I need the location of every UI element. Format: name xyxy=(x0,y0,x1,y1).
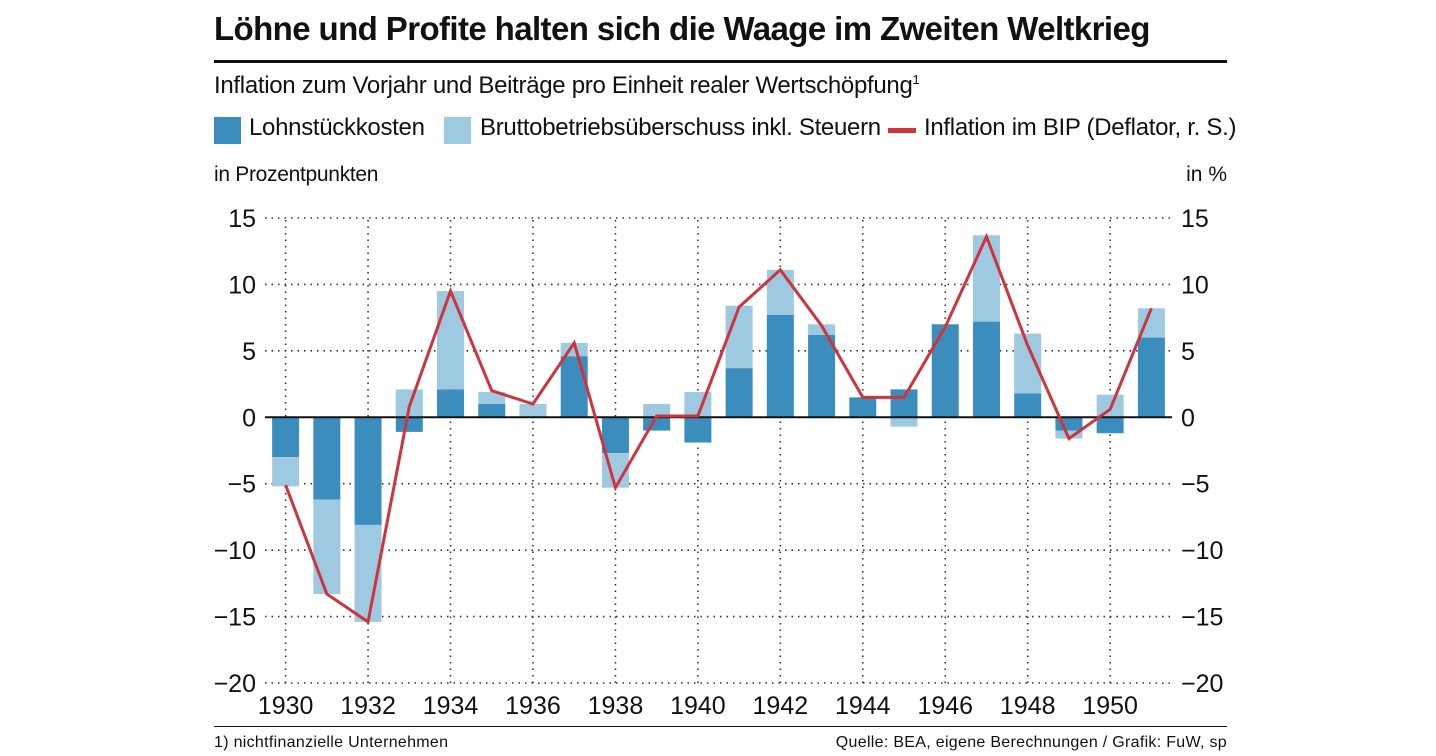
bar-surplus xyxy=(890,417,918,427)
x-tick-label: 1938 xyxy=(588,692,644,720)
y-tick-label-left: 15 xyxy=(228,205,256,233)
bar-labor xyxy=(437,389,465,418)
bar-surplus xyxy=(643,404,671,418)
bar-labor xyxy=(313,417,341,500)
footer-rule xyxy=(214,726,1227,727)
line-inflation xyxy=(284,232,1153,625)
subtitle-footnote-mark: 1 xyxy=(912,72,920,87)
bar-surplus xyxy=(808,324,836,335)
bar-labor xyxy=(601,417,629,454)
x-tick-label: 1930 xyxy=(258,692,314,720)
left-axis-unit: in Prozentpunkten xyxy=(214,163,379,186)
chart-subtitle: Inflation zum Vorjahr und Beiträge pro E… xyxy=(214,72,920,100)
y-tick-label-left: −10 xyxy=(214,537,256,565)
bar-labor xyxy=(766,314,794,418)
bar-labor xyxy=(849,397,877,418)
y-tick-label-left: 5 xyxy=(242,338,256,366)
legend-label-surplus: Bruttobetriebsüberschuss inkl. Steuern xyxy=(480,114,881,141)
x-tick-label: 1946 xyxy=(917,692,973,720)
bar-surplus xyxy=(478,392,506,404)
bar-surplus xyxy=(313,499,341,594)
bar-labor xyxy=(354,417,382,525)
bar-surplus xyxy=(725,305,753,369)
x-tick-label: 1948 xyxy=(1000,692,1056,720)
y-tick-label-right: 10 xyxy=(1181,271,1209,299)
x-tick-label: 1940 xyxy=(670,692,726,720)
bar-surplus xyxy=(972,235,1000,322)
bar-labor xyxy=(931,324,959,418)
bar-labor xyxy=(643,417,671,431)
bar-labor xyxy=(1014,393,1042,418)
subtitle-text: Inflation zum Vorjahr und Beiträge pro E… xyxy=(214,72,913,99)
y-tick-label-right: −5 xyxy=(1181,471,1210,499)
y-tick-label-left: −20 xyxy=(214,670,256,698)
bar-surplus xyxy=(272,457,300,487)
y-tick-label-right: −15 xyxy=(1181,604,1223,632)
bar-surplus xyxy=(1055,430,1083,439)
x-tick-label: 1934 xyxy=(423,692,479,720)
bar-labor xyxy=(972,321,1000,418)
y-tick-label-left: 0 xyxy=(242,404,256,432)
x-tick-label: 1950 xyxy=(1082,692,1138,720)
y-tick-label-right: 5 xyxy=(1181,338,1195,366)
x-tick-label: 1942 xyxy=(753,692,809,720)
y-tick-label-right: 0 xyxy=(1181,404,1195,432)
x-tick-label: 1932 xyxy=(340,692,396,720)
y-tick-label-right: 15 xyxy=(1181,205,1209,233)
bar-labor xyxy=(725,368,753,418)
bar-labor xyxy=(808,334,836,418)
legend-line-inflation xyxy=(888,128,916,133)
y-tick-label-left: −5 xyxy=(227,471,256,499)
title-rule xyxy=(214,60,1227,63)
bar-surplus xyxy=(437,291,465,390)
legend-swatch-labor xyxy=(214,117,241,144)
bar-labor xyxy=(684,417,712,443)
y-tick-label-right: −20 xyxy=(1181,670,1223,698)
bar-labor xyxy=(890,389,918,418)
legend-swatch-surplus xyxy=(444,117,471,144)
legend-label-inflation: Inflation im BIP (Deflator, r. S.) xyxy=(924,114,1237,141)
legend-label-labor: Lohnstückkosten xyxy=(249,114,425,141)
right-axis-unit: in % xyxy=(1186,163,1227,186)
y-tick-label-left: −15 xyxy=(214,604,256,632)
bar-labor xyxy=(272,417,300,458)
x-tick-label: 1936 xyxy=(505,692,561,720)
y-tick-label-left: 10 xyxy=(228,271,256,299)
bar-labor xyxy=(560,356,588,418)
y-tick-label-right: −10 xyxy=(1181,537,1223,565)
chart-title: Löhne und Profite halten sich die Waage … xyxy=(214,10,1150,47)
bar-labor xyxy=(478,404,506,418)
footnote: 1) nichtfinanzielle Unternehmen xyxy=(214,734,449,751)
bar-surplus xyxy=(519,404,547,418)
source-credit: Quelle: BEA, eigene Berechnungen / Grafi… xyxy=(835,734,1227,751)
bar-labor xyxy=(1137,337,1165,418)
x-tick-label: 1944 xyxy=(835,692,891,720)
bar-labor xyxy=(1096,417,1124,434)
bar-labor xyxy=(395,417,423,432)
